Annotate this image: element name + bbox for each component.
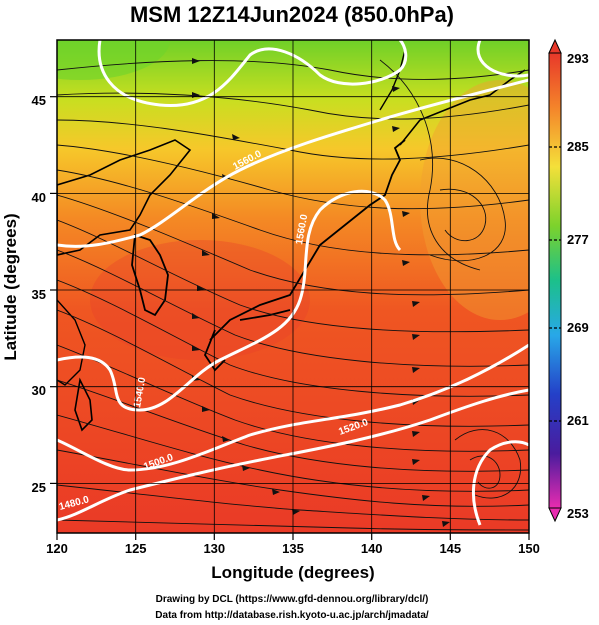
x-tick-140: 140 <box>361 541 383 556</box>
x-tick-145: 145 <box>439 541 461 556</box>
y-tick-35: 35 <box>32 287 46 302</box>
coastline-sakhalin <box>379 49 406 111</box>
coastline-japan <box>203 139 406 372</box>
x-tick-125: 125 <box>125 541 147 556</box>
x-tick-120: 120 <box>46 541 68 556</box>
colorbar-bottom-arrow <box>548 507 562 523</box>
coastline-hokkaido <box>399 69 526 146</box>
y-tick-labels: 25 30 35 40 45 <box>32 93 46 495</box>
colorbar-label-269: 269 <box>567 320 589 335</box>
x-tick-150: 150 <box>518 541 540 556</box>
streamlines <box>57 59 529 531</box>
credit-drawing: Drawing by DCL (https://www.gfd-dennou.o… <box>156 594 429 605</box>
y-tick-45: 45 <box>32 93 46 108</box>
credit-data: Data from http://database.rish.kyoto-u.a… <box>155 610 429 621</box>
x-tick-labels: 120 125 130 135 140 145 150 <box>46 541 540 556</box>
colorbar-label-293: 293 <box>567 51 589 66</box>
map-title: MSM 12Z14Jun2024 (850.0hPa) <box>130 2 454 27</box>
x-axis-label: Longitude (degrees) <box>211 563 374 582</box>
colorbar-label-285: 285 <box>567 139 589 154</box>
plot-area: 1560.0 1560.0 1540.0 1520.0 1500.0 1480.… <box>57 40 529 533</box>
colorbar-label-277: 277 <box>567 232 589 247</box>
grid-lines <box>57 40 529 533</box>
contour-label-3: 1540.0 <box>132 376 148 408</box>
coastline-taiwan <box>74 377 93 432</box>
stream-arrows <box>192 58 450 527</box>
warm-patch-center <box>90 240 310 360</box>
colorbar-gradient <box>548 52 562 509</box>
height-contours <box>57 40 529 526</box>
y-tick-40: 40 <box>32 190 46 205</box>
cool-patch-north <box>57 40 170 80</box>
colorbar-label-253: 253 <box>567 506 589 521</box>
colorbar-top-arrow <box>548 38 562 54</box>
colorbar: 293 285 277 269 261 253 <box>548 38 589 523</box>
contour-label-2: 1560.0 <box>294 213 310 245</box>
x-tick-135: 135 <box>282 541 304 556</box>
y-tick-30: 30 <box>32 383 46 398</box>
y-axis-label: Latitude (degrees) <box>1 213 20 360</box>
colorbar-label-261: 261 <box>567 413 589 428</box>
x-tick-130: 130 <box>203 541 225 556</box>
y-tick-25: 25 <box>32 480 46 495</box>
axis-ticks <box>50 96 530 540</box>
